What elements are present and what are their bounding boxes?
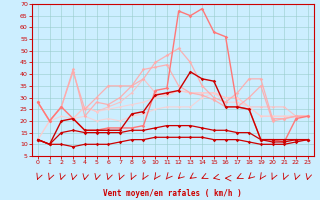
Text: Vent moyen/en rafales ( km/h ): Vent moyen/en rafales ( km/h ) — [103, 189, 242, 198]
